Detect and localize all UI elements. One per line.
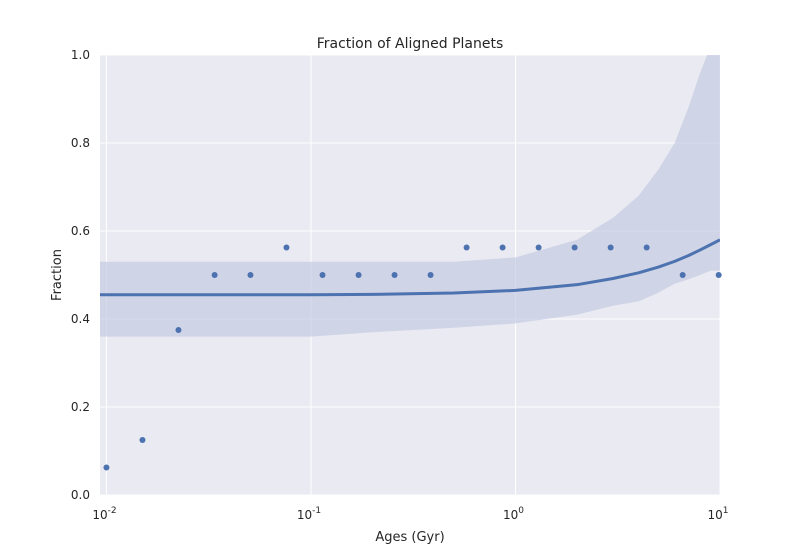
- data-point: [643, 244, 650, 251]
- data-point: [607, 244, 614, 251]
- data-point: [139, 437, 146, 443]
- data-point: [427, 272, 434, 278]
- data-point: [535, 244, 542, 251]
- y-tick-label: 0.2: [71, 400, 90, 414]
- confidence-band-layer: [100, 55, 720, 337]
- data-point: [175, 327, 182, 333]
- x-tick-label: 10-2: [92, 506, 116, 522]
- x-axis-label: Ages (Gyr): [375, 530, 444, 545]
- y-tick-labels: 0.0 0.2 0.4 0.6 0.8 1.0: [71, 48, 90, 502]
- fit-line: [100, 238, 720, 297]
- fit-line-layer: [100, 238, 720, 297]
- x-tick-label: 10-1: [297, 506, 321, 522]
- data-point: [679, 272, 686, 278]
- y-tick-label: 0.6: [71, 224, 90, 238]
- y-tick-label: 1.0: [71, 48, 90, 62]
- chart-title: Fraction of Aligned Planets: [317, 36, 504, 52]
- points-layer: [103, 244, 722, 471]
- data-point: [715, 272, 722, 278]
- y-axis-label: Fraction: [50, 249, 65, 301]
- data-point: [283, 244, 290, 251]
- data-point: [463, 244, 470, 251]
- y-tick-label: 0.4: [71, 312, 90, 326]
- data-point: [499, 244, 506, 251]
- data-point: [103, 464, 110, 471]
- x-tick-label: 100: [503, 506, 524, 522]
- data-point: [355, 272, 362, 278]
- data-point: [211, 272, 218, 278]
- y-tick-label: 0.8: [71, 136, 90, 150]
- x-tick-label: 101: [707, 506, 728, 522]
- data-point: [247, 272, 254, 278]
- data-point: [571, 244, 578, 251]
- data-point: [391, 272, 398, 278]
- x-tick-labels: 10-2 10-1 100 101: [92, 506, 728, 522]
- confidence-band: [100, 55, 720, 337]
- data-point: [319, 272, 326, 278]
- y-tick-label: 0.0: [71, 488, 90, 502]
